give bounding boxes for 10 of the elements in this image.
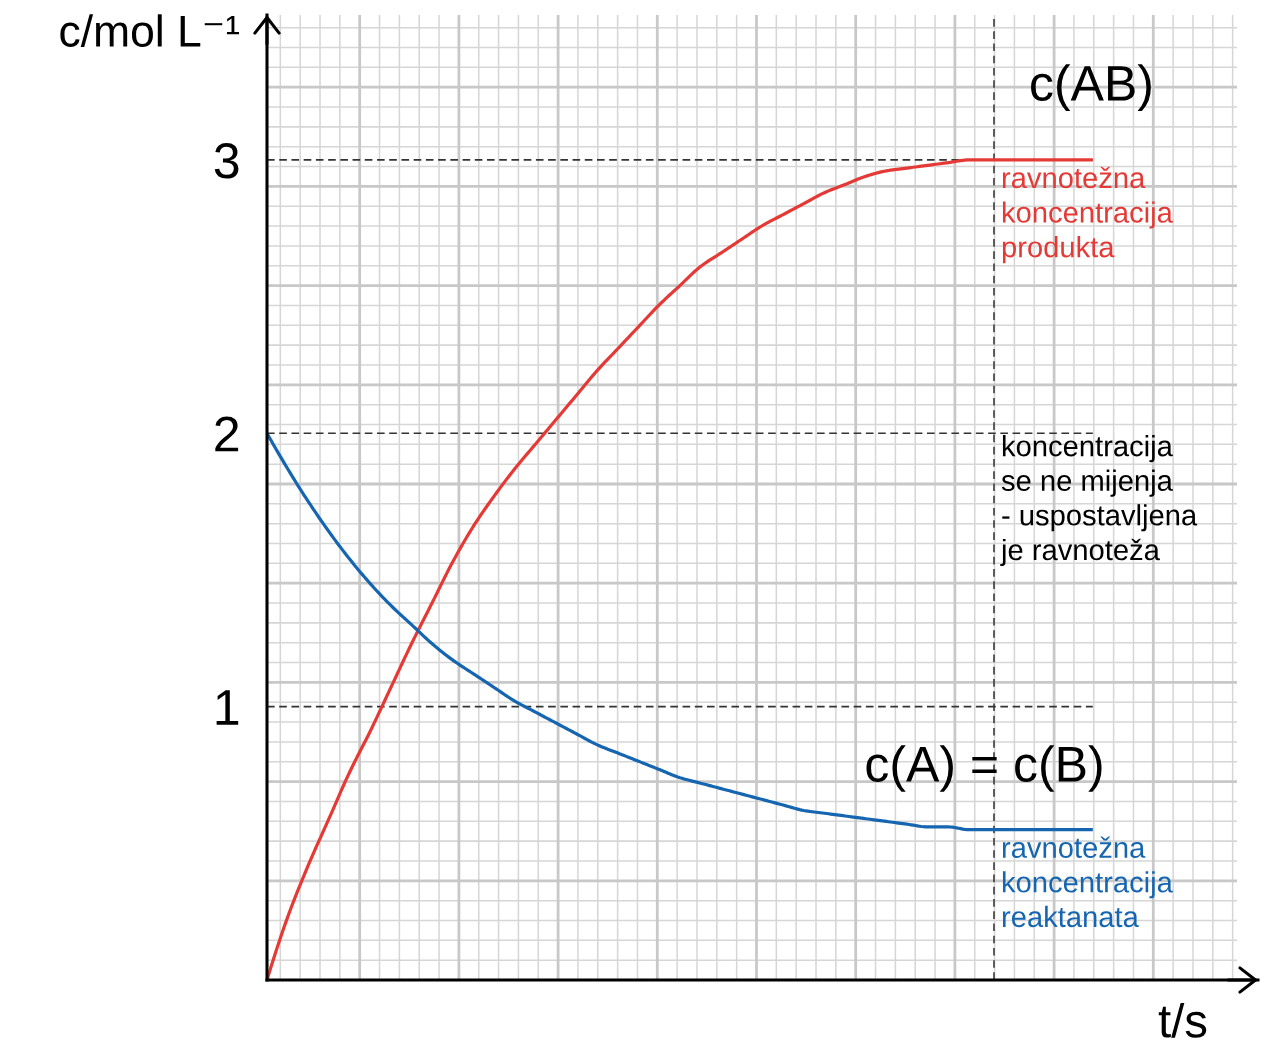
- series-label: c(A) = c(B): [866, 745, 1102, 792]
- annotation: ravnotežna koncentracija produkta: [1002, 166, 1173, 264]
- y-tick-label: 1: [216, 690, 239, 725]
- y-tick-label: 2: [215, 416, 239, 452]
- y-tick-label: 3: [214, 143, 239, 179]
- annotation: ravnotežna koncentracija reaktanata: [1002, 836, 1173, 928]
- x-axis-title: t/s: [1158, 1002, 1207, 1038]
- y-axis-title: c/mol L⁻¹: [60, 14, 240, 47]
- series-label: c(AB): [1031, 64, 1151, 111]
- annotation: koncentracija se ne mijenja - uspostavljena je ravnoteža: [1000, 435, 1198, 567]
